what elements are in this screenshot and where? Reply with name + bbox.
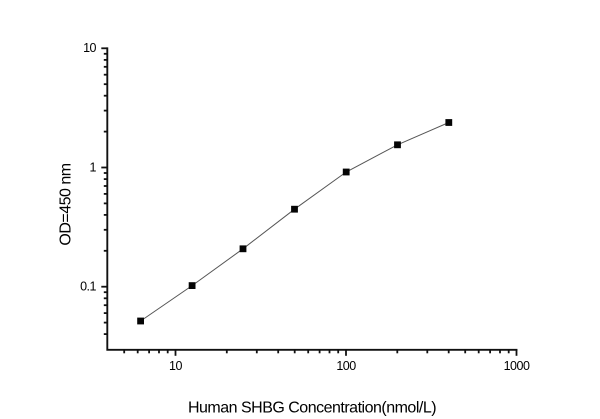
svg-text:Human SHBG Concentration(nmol/: Human SHBG Concentration(nmol/L) (188, 399, 436, 416)
svg-text:100: 100 (336, 359, 356, 373)
svg-text:1000: 1000 (504, 359, 530, 373)
svg-text:10: 10 (83, 41, 96, 55)
svg-text:OD=450 nm: OD=450 nm (58, 163, 75, 245)
svg-text:10: 10 (169, 359, 182, 373)
svg-text:1: 1 (90, 160, 97, 174)
svg-text:0.1: 0.1 (80, 280, 96, 294)
